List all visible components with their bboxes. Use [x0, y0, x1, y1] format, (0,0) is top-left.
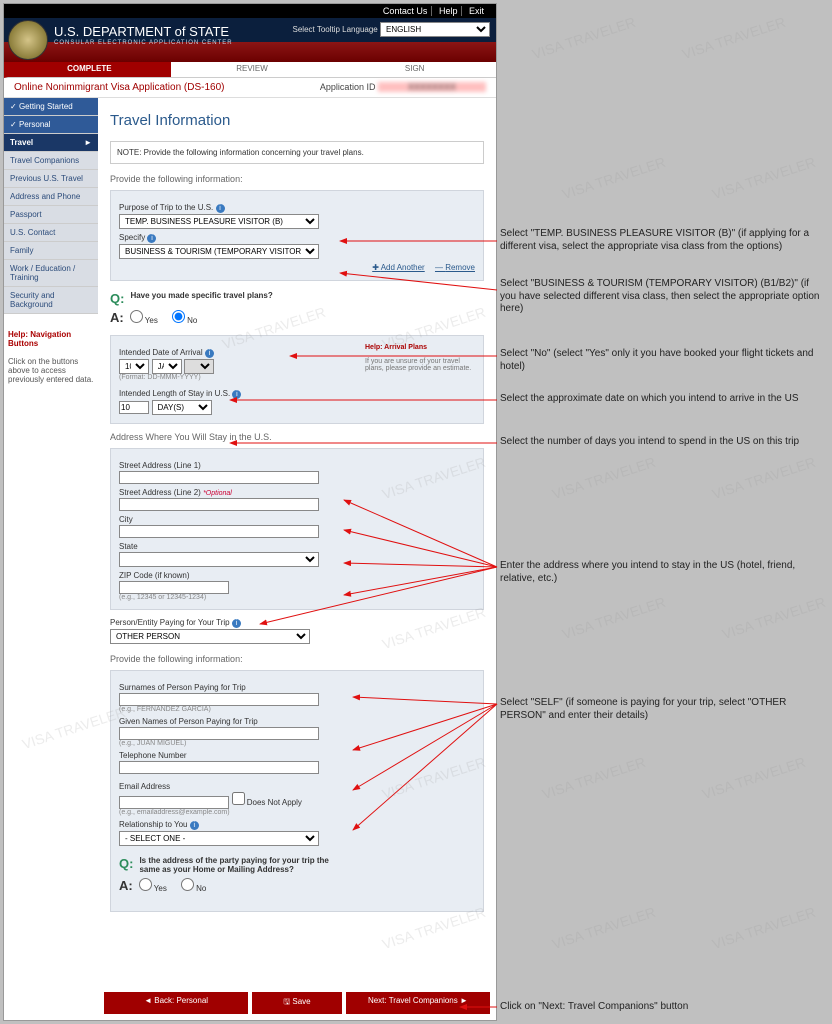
language-selector: Select Tooltip Language ENGLISH — [293, 22, 491, 37]
annotation-8: Click on "Next: Travel Companions" butto… — [500, 1001, 688, 1014]
address-panel: Street Address (Line 1) Street Address (… — [110, 448, 484, 610]
info-icon[interactable]: i — [205, 349, 214, 358]
annotation-1: Select "TEMP. BUSINESS PLEASURE VISITOR … — [500, 228, 826, 253]
payer-given-input[interactable] — [119, 727, 319, 740]
main-content: Travel Information NOTE: Provide the fol… — [98, 98, 496, 928]
remove-link[interactable]: — Remove — [435, 263, 475, 272]
watermark: VISA TRAVELER — [710, 154, 817, 202]
app-window: Contact Us Help Exit U.S. DEPARTMENT of … — [3, 3, 497, 1021]
nav-help: Help: Navigation ButtonsClick on the but… — [4, 326, 98, 388]
form-title: Online Nonimmigrant Visa Application (DS… — [14, 82, 224, 93]
sameaddr-no[interactable] — [181, 878, 194, 891]
top-links: Contact Us Help Exit — [4, 4, 496, 18]
sidebar-item-personal[interactable]: Personal — [4, 116, 98, 134]
section-1-header: Provide the following information: — [110, 174, 484, 184]
zip-input[interactable] — [119, 581, 229, 594]
back-button[interactable]: ◄ Back: Personal — [104, 992, 248, 1014]
info-icon[interactable]: i — [216, 204, 225, 213]
payer-tel-input[interactable] — [119, 761, 319, 774]
annotation-7: Select "SELF" (if someone is paying for … — [500, 697, 826, 722]
relationship-dropdown[interactable]: - SELECT ONE - — [119, 831, 319, 846]
info-icon[interactable]: i — [147, 234, 156, 243]
sidebar-item-previous[interactable]: Previous U.S. Travel — [4, 170, 98, 188]
paying-dropdown[interactable]: OTHER PERSON — [110, 629, 310, 644]
q-travel-plans: Q:Have you made specific travel plans? A… — [110, 291, 484, 325]
sidebar-item-companions[interactable]: Travel Companions — [4, 152, 98, 170]
watermark: VISA TRAVELER — [550, 454, 657, 502]
sidebar-item-security[interactable]: Security and Background — [4, 287, 98, 314]
dept-title: U.S. DEPARTMENT of STATECONSULAR ELECTRO… — [54, 24, 233, 46]
address-header: Address Where You Will Stay in the U.S. — [110, 432, 484, 442]
annotation-3: Select "No" (select "Yes" only it you ha… — [500, 348, 826, 373]
email-na-checkbox[interactable] — [232, 792, 245, 805]
sidebar-item-passport[interactable]: Passport — [4, 206, 98, 224]
plans-yes[interactable] — [130, 310, 143, 323]
sidebar-item-address[interactable]: Address and Phone — [4, 188, 98, 206]
page-title: Travel Information — [110, 112, 484, 129]
watermark: VISA TRAVELER — [560, 154, 667, 202]
plans-no[interactable] — [172, 310, 185, 323]
watermark: VISA TRAVELER — [560, 594, 667, 642]
info-icon[interactable]: i — [190, 821, 199, 830]
sidebar-item-family[interactable]: Family — [4, 242, 98, 260]
payer-email-input[interactable] — [119, 796, 229, 809]
annotation-5: Select the number of days you intend to … — [500, 436, 799, 449]
app-id: Application ID XXXXXXXX — [320, 82, 486, 93]
stay-unit[interactable]: DAY(S) — [152, 400, 212, 415]
sameaddr-yes[interactable] — [139, 878, 152, 891]
seal-icon — [8, 20, 48, 60]
info-icon[interactable]: i — [232, 390, 241, 399]
city-input[interactable] — [119, 525, 319, 538]
add-another-link[interactable]: ✚ Add Another — [372, 263, 425, 272]
annotation-6: Enter the address where you intend to st… — [500, 560, 826, 585]
watermark: VISA TRAVELER — [700, 754, 807, 802]
sidebar-item-contact[interactable]: U.S. Contact — [4, 224, 98, 242]
button-bar: ◄ Back: Personal 🖫 Save Next: Travel Com… — [104, 992, 490, 1014]
watermark: VISA TRAVELER — [720, 594, 827, 642]
save-button[interactable]: 🖫 Save — [252, 992, 342, 1014]
sidebar-item-work[interactable]: Work / Education / Training — [4, 260, 98, 287]
arrival-month[interactable]: JAN — [152, 359, 182, 374]
sidebar-item-travel[interactable]: Travel ► — [4, 134, 98, 152]
annotation-4: Select the approximate date on which you… — [500, 393, 799, 406]
purpose-panel: Purpose of Trip to the U.S. i TEMP. BUSI… — [110, 190, 484, 281]
note-box: NOTE: Provide the following information … — [110, 141, 484, 164]
street2-input[interactable] — [119, 498, 319, 511]
state-dropdown[interactable] — [119, 552, 319, 567]
app-header: Online Nonimmigrant Visa Application (DS… — [4, 78, 496, 98]
specify-dropdown[interactable]: BUSINESS & TOURISM (TEMPORARY VISITOR) (… — [119, 244, 319, 259]
watermark: VISA TRAVELER — [710, 454, 817, 502]
sidebar-item-getting-started[interactable]: Getting Started — [4, 98, 98, 116]
sidebar: Getting Started Personal Travel ► Travel… — [4, 98, 98, 928]
progress-tabs: COMPLETE REVIEW SIGN — [4, 62, 496, 78]
watermark: VISA TRAVELER — [550, 904, 657, 952]
purpose-dropdown[interactable]: TEMP. BUSINESS PLEASURE VISITOR (B) — [119, 214, 319, 229]
watermark: VISA TRAVELER — [710, 904, 817, 952]
section-2-header: Provide the following information: — [110, 654, 484, 664]
tab-sign[interactable]: SIGN — [333, 62, 496, 78]
watermark: VISA TRAVELER — [530, 14, 637, 62]
watermark: VISA TRAVELER — [540, 754, 647, 802]
watermark: VISA TRAVELER — [680, 14, 787, 62]
banner: U.S. DEPARTMENT of STATECONSULAR ELECTRO… — [4, 18, 496, 62]
tab-review[interactable]: REVIEW — [171, 62, 334, 78]
annotation-2: Select "BUSINESS & TOURISM (TEMPORARY VI… — [500, 278, 826, 316]
arrival-year[interactable] — [184, 359, 214, 374]
payer-panel: Surnames of Person Paying for Trip (e.g.… — [110, 670, 484, 912]
street1-input[interactable] — [119, 471, 319, 484]
payer-surname-input[interactable] — [119, 693, 319, 706]
contact-link[interactable]: Contact Us — [379, 6, 433, 16]
info-icon[interactable]: i — [232, 619, 241, 628]
arrival-panel: Help: Arrival PlansIf you are unsure of … — [110, 335, 484, 424]
next-button[interactable]: Next: Travel Companions ► — [346, 992, 490, 1014]
help-link[interactable]: Help — [435, 6, 463, 16]
tab-complete[interactable]: COMPLETE — [4, 62, 171, 78]
exit-link[interactable]: Exit — [465, 6, 488, 16]
stay-number[interactable] — [119, 401, 149, 414]
arrival-help: Help: Arrival PlansIf you are unsure of … — [365, 344, 475, 372]
arrival-day[interactable]: 10 — [119, 359, 149, 374]
language-dropdown[interactable]: ENGLISH — [380, 22, 490, 37]
